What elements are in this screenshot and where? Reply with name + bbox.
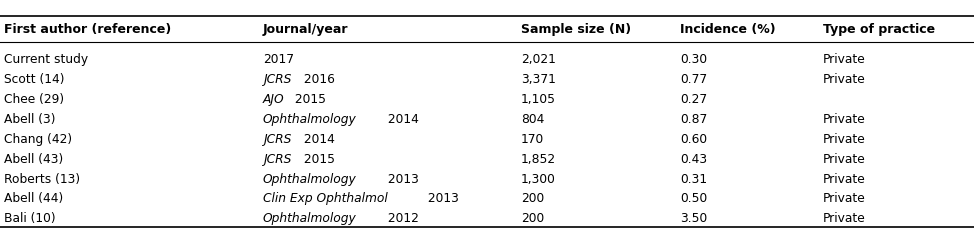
Text: 2,021: 2,021: [521, 53, 556, 66]
Text: Journal/year: Journal/year: [263, 23, 349, 36]
Text: Private: Private: [823, 133, 866, 146]
Text: Clin Exp Ophthalmol: Clin Exp Ophthalmol: [263, 192, 388, 205]
Text: Ophthalmology: Ophthalmology: [263, 113, 356, 126]
Text: 1,852: 1,852: [521, 153, 556, 166]
Text: AJO: AJO: [263, 93, 284, 106]
Text: 0.50: 0.50: [680, 192, 707, 205]
Text: 1,300: 1,300: [521, 172, 556, 186]
Text: 1,105: 1,105: [521, 93, 556, 106]
Text: Abell (44): Abell (44): [4, 192, 63, 205]
Text: Bali (10): Bali (10): [4, 212, 56, 225]
Text: 170: 170: [521, 133, 544, 146]
Text: Type of practice: Type of practice: [823, 23, 935, 36]
Text: 200: 200: [521, 212, 544, 225]
Text: Sample size (N): Sample size (N): [521, 23, 631, 36]
Text: JCRS: JCRS: [263, 73, 291, 86]
Text: JCRS: JCRS: [263, 133, 291, 146]
Text: Current study: Current study: [4, 53, 88, 66]
Text: 2012: 2012: [384, 212, 419, 225]
Text: Private: Private: [823, 153, 866, 166]
Text: 0.30: 0.30: [680, 53, 707, 66]
Text: Ophthalmology: Ophthalmology: [263, 212, 356, 225]
Text: 3.50: 3.50: [680, 212, 707, 225]
Text: Abell (3): Abell (3): [4, 113, 56, 126]
Text: 200: 200: [521, 192, 544, 205]
Text: 2014: 2014: [384, 113, 419, 126]
Text: 0.60: 0.60: [680, 133, 707, 146]
Text: 2014: 2014: [300, 133, 334, 146]
Text: 2016: 2016: [300, 73, 334, 86]
Text: Chee (29): Chee (29): [4, 93, 64, 106]
Text: Abell (43): Abell (43): [4, 153, 63, 166]
Text: JCRS: JCRS: [263, 153, 291, 166]
Text: Private: Private: [823, 73, 866, 86]
Text: 0.87: 0.87: [680, 113, 707, 126]
Text: Private: Private: [823, 192, 866, 205]
Text: 2015: 2015: [291, 93, 326, 106]
Text: Incidence (%): Incidence (%): [680, 23, 775, 36]
Text: 0.31: 0.31: [680, 172, 707, 186]
Text: First author (reference): First author (reference): [4, 23, 171, 36]
Text: 0.43: 0.43: [680, 153, 707, 166]
Text: 0.27: 0.27: [680, 93, 707, 106]
Text: 0.77: 0.77: [680, 73, 707, 86]
Text: Private: Private: [823, 212, 866, 225]
Text: 2015: 2015: [300, 153, 335, 166]
Text: 2017: 2017: [263, 53, 294, 66]
Text: 2013: 2013: [384, 172, 419, 186]
Text: Chang (42): Chang (42): [4, 133, 72, 146]
Text: Private: Private: [823, 113, 866, 126]
Text: Roberts (13): Roberts (13): [4, 172, 80, 186]
Text: 2013: 2013: [424, 192, 459, 205]
Text: Ophthalmology: Ophthalmology: [263, 172, 356, 186]
Text: 3,371: 3,371: [521, 73, 556, 86]
Text: Scott (14): Scott (14): [4, 73, 64, 86]
Text: Private: Private: [823, 53, 866, 66]
Text: 804: 804: [521, 113, 544, 126]
Text: Private: Private: [823, 172, 866, 186]
